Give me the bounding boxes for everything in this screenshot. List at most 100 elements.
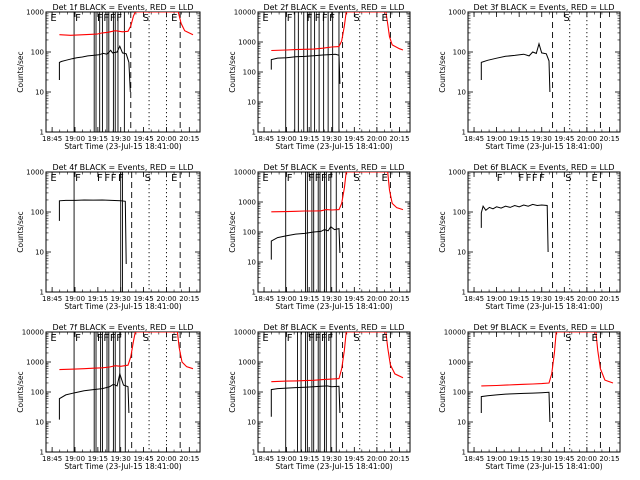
panel-title: Det 9f BLACK = Events, RED = LLD [473, 323, 614, 332]
flag-letter: E [262, 13, 268, 24]
y-tick-label: 10 [35, 249, 44, 257]
y-axis-label: Counts/sec [438, 371, 447, 412]
y-tick-label: 10 [247, 259, 256, 267]
y-axis-label: Counts/sec [16, 51, 25, 92]
x-tick-label: 19:30 [532, 455, 552, 463]
y-tick-label: 10000 [234, 9, 256, 17]
y-axis-label: Counts/sec [438, 51, 447, 92]
flag-letter: E [381, 13, 387, 24]
flag-letter: F [97, 13, 103, 24]
x-tick-label: 19:15 [299, 295, 319, 303]
x-axis-label: Start Time (23-Jul-15 18:41:00) [275, 142, 392, 151]
x-axis-label: Start Time (23-Jul-15 18:41:00) [64, 302, 181, 311]
events-series-line [270, 385, 341, 417]
panel-5: Det 5f BLACK = Events, RED = LLD 1 10 100 10… [228, 163, 411, 311]
flag-letter: F [287, 333, 293, 344]
y-tick-label: 1 [40, 289, 44, 297]
x-tick-label: 18:45 [42, 455, 62, 463]
flag-letter: S [354, 173, 360, 184]
y-tick-label: 10000 [22, 329, 44, 337]
x-tick-label: 20:15 [179, 295, 199, 303]
events-series-line [270, 225, 341, 260]
flag-letter: F [103, 333, 109, 344]
flag-letter: S [354, 13, 360, 24]
x-tick-label: 19:00 [487, 455, 507, 463]
x-tick-label: 19:15 [509, 135, 529, 143]
x-tick-label: 20:00 [577, 295, 597, 303]
flag-letter: F [315, 173, 321, 184]
x-tick-label: 19:15 [88, 295, 108, 303]
flag-letter: E [381, 173, 387, 184]
flag-letter: F [321, 173, 327, 184]
x-tick-label: 18:45 [254, 135, 274, 143]
x-tick-label: 19:45 [554, 135, 574, 143]
lld-series-line [271, 172, 404, 213]
x-tick-label: 20:00 [367, 455, 387, 463]
flag-letter: F [111, 173, 117, 184]
y-tick-label: 1 [252, 129, 256, 137]
y-tick-label: 1000 [26, 169, 44, 177]
y-tick-label: 1 [40, 449, 44, 457]
x-tick-label: 19:30 [322, 135, 342, 143]
flag-letter: F [287, 13, 293, 24]
flag-letter: S [565, 173, 571, 184]
flag-letter: S [143, 13, 149, 24]
x-tick-label: 19:30 [111, 135, 131, 143]
flag-letter: F [532, 173, 538, 184]
y-tick-label: 1 [252, 449, 256, 457]
panel-title: Det 4f BLACK = Events, RED = LLD [52, 163, 193, 172]
y-tick-label: 1000 [448, 9, 466, 17]
flag-letter: F [287, 173, 293, 184]
flag-letter: F [116, 333, 122, 344]
x-axis-label: Start Time (23-Jul-15 18:41:00) [275, 462, 392, 471]
x-tick-label: 20:15 [179, 455, 199, 463]
y-axis-label: Counts/sec [228, 211, 237, 252]
x-tick-label: 18:45 [464, 455, 484, 463]
y-tick-label: 10 [35, 89, 44, 97]
x-tick-label: 19:30 [532, 135, 552, 143]
events-series-line [270, 53, 341, 84]
flag-letter: F [75, 333, 81, 344]
y-tick-label: 100 [31, 389, 44, 397]
plot-frame [257, 11, 411, 133]
plot-frame [45, 171, 201, 293]
x-tick-label: 19:45 [344, 295, 364, 303]
y-tick-label: 100 [31, 209, 44, 217]
x-tick-label: 19:45 [133, 455, 153, 463]
y-tick-label: 1000 [26, 9, 44, 17]
plot-frame [257, 171, 411, 293]
y-tick-label: 1000 [238, 359, 256, 367]
plot-frame [45, 331, 201, 453]
y-tick-label: 1 [40, 129, 44, 137]
flag-letter: S [565, 333, 571, 344]
x-tick-label: 20:15 [389, 295, 409, 303]
y-tick-label: 1 [252, 289, 256, 297]
y-tick-label: 10000 [234, 169, 256, 177]
lld-series-line [59, 12, 194, 36]
x-tick-label: 19:15 [88, 455, 108, 463]
x-tick-label: 19:30 [111, 455, 131, 463]
y-tick-label: 1000 [26, 359, 44, 367]
y-tick-label: 100 [31, 49, 44, 57]
y-tick-label: 100 [243, 69, 256, 77]
flag-letter: S [145, 173, 151, 184]
panel-8: Det 8f BLACK = Events, RED = LLD 1 10 100 10… [228, 323, 411, 471]
flag-letter: F [329, 13, 335, 24]
events-series-line [58, 199, 127, 265]
y-tick-label: 10 [457, 419, 466, 427]
x-axis-label: Start Time (23-Jul-15 18:41:00) [485, 142, 602, 151]
flag-letter: F [118, 173, 124, 184]
flag-letter: F [315, 13, 321, 24]
x-tick-label: 18:45 [464, 135, 484, 143]
x-tick-label: 19:45 [344, 455, 364, 463]
panel-1: Det 1f BLACK = Events, RED = LLD 1 10 100 10… [16, 3, 201, 151]
panel-3: Det 3f BLACK = Events, RED = LLD 1 10 100 10… [438, 3, 621, 151]
flag-letter: F [315, 333, 321, 344]
x-axis-label: Start Time (23-Jul-15 18:41:00) [64, 462, 181, 471]
x-axis-label: Start Time (23-Jul-15 18:41:00) [485, 302, 602, 311]
x-tick-label: 20:00 [367, 295, 387, 303]
flag-letter: E [591, 173, 597, 184]
